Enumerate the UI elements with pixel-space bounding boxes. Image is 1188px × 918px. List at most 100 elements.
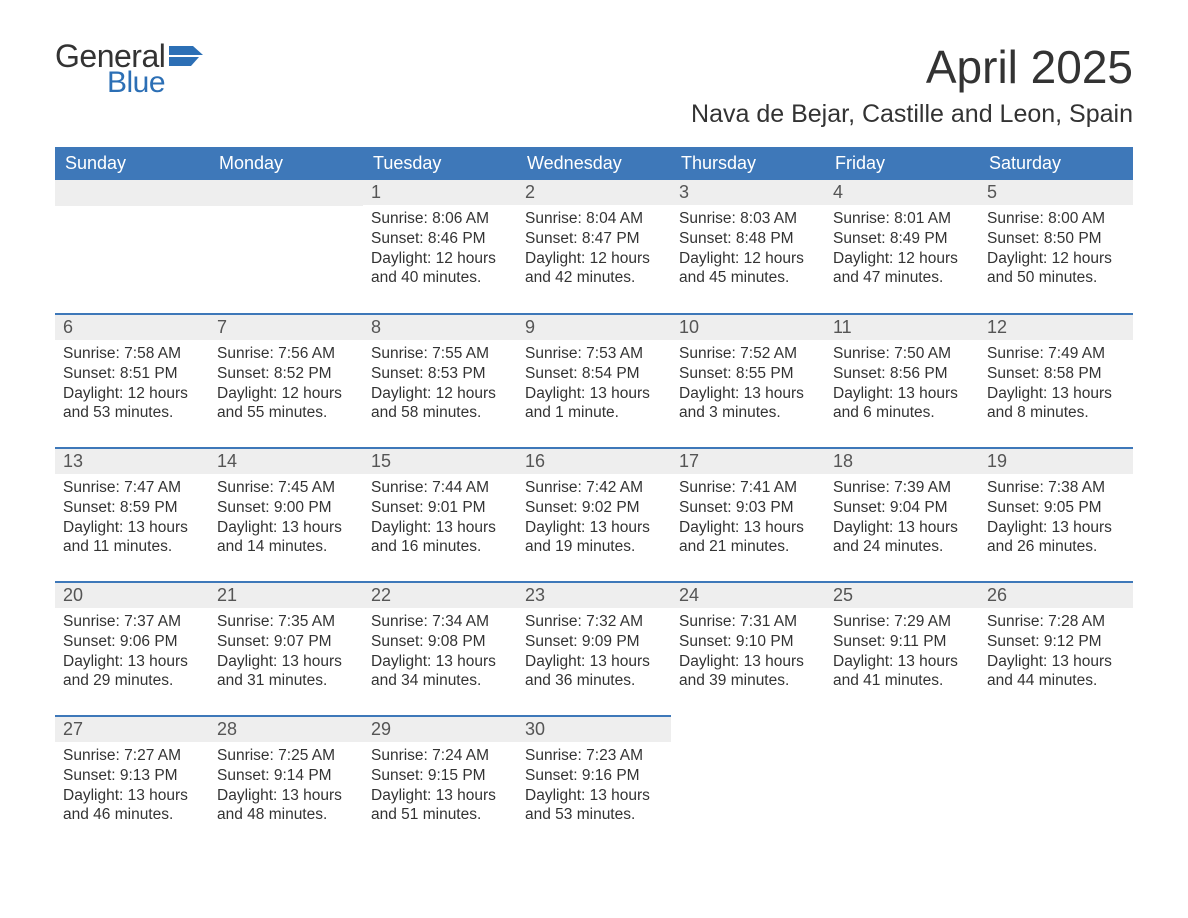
day-body: Sunrise: 7:42 AMSunset: 9:02 PMDaylight:… (517, 474, 671, 565)
day-body: Sunrise: 7:32 AMSunset: 9:09 PMDaylight:… (517, 608, 671, 699)
day-number: 9 (517, 315, 671, 340)
dl1-line: Daylight: 12 hours (679, 249, 817, 269)
day-body: Sunrise: 7:47 AMSunset: 8:59 PMDaylight:… (55, 474, 209, 565)
calendar-cell: 22Sunrise: 7:34 AMSunset: 9:08 PMDayligh… (363, 582, 517, 716)
sunrise-line: Sunrise: 7:44 AM (371, 478, 509, 498)
day-number: 7 (209, 315, 363, 340)
dl1-line: Daylight: 13 hours (525, 786, 663, 806)
calendar-cell: 11Sunrise: 7:50 AMSunset: 8:56 PMDayligh… (825, 314, 979, 448)
dl1-line: Daylight: 13 hours (833, 652, 971, 672)
day-body: Sunrise: 7:39 AMSunset: 9:04 PMDaylight:… (825, 474, 979, 565)
calendar-cell: 29Sunrise: 7:24 AMSunset: 9:15 PMDayligh… (363, 716, 517, 850)
calendar-cell: 24Sunrise: 7:31 AMSunset: 9:10 PMDayligh… (671, 582, 825, 716)
calendar-cell: 6Sunrise: 7:58 AMSunset: 8:51 PMDaylight… (55, 314, 209, 448)
calendar-week-row: 6Sunrise: 7:58 AMSunset: 8:51 PMDaylight… (55, 314, 1133, 448)
day-body: Sunrise: 7:27 AMSunset: 9:13 PMDaylight:… (55, 742, 209, 833)
day-number-empty (209, 180, 363, 206)
sunset-line: Sunset: 9:06 PM (63, 632, 201, 652)
sunset-line: Sunset: 9:14 PM (217, 766, 355, 786)
weekday-header: Tuesday (363, 147, 517, 180)
sunset-line: Sunset: 8:55 PM (679, 364, 817, 384)
day-number: 8 (363, 315, 517, 340)
calendar-cell: 25Sunrise: 7:29 AMSunset: 9:11 PMDayligh… (825, 582, 979, 716)
calendar-cell: 9Sunrise: 7:53 AMSunset: 8:54 PMDaylight… (517, 314, 671, 448)
sunrise-line: Sunrise: 7:56 AM (217, 344, 355, 364)
sunrise-line: Sunrise: 7:41 AM (679, 478, 817, 498)
sunrise-line: Sunrise: 7:42 AM (525, 478, 663, 498)
calendar-cell: 30Sunrise: 7:23 AMSunset: 9:16 PMDayligh… (517, 716, 671, 850)
sunset-line: Sunset: 8:46 PM (371, 229, 509, 249)
dl2-line: and 34 minutes. (371, 671, 509, 691)
sunrise-line: Sunrise: 7:28 AM (987, 612, 1125, 632)
day-number: 15 (363, 449, 517, 474)
weekday-header: Sunday (55, 147, 209, 180)
dl2-line: and 47 minutes. (833, 268, 971, 288)
sunrise-line: Sunrise: 8:04 AM (525, 209, 663, 229)
day-number: 24 (671, 583, 825, 608)
calendar-cell: 7Sunrise: 7:56 AMSunset: 8:52 PMDaylight… (209, 314, 363, 448)
flag-icon (169, 46, 203, 70)
dl1-line: Daylight: 13 hours (679, 652, 817, 672)
dl2-line: and 42 minutes. (525, 268, 663, 288)
sunrise-line: Sunrise: 7:50 AM (833, 344, 971, 364)
dl1-line: Daylight: 12 hours (987, 249, 1125, 269)
calendar-cell: 28Sunrise: 7:25 AMSunset: 9:14 PMDayligh… (209, 716, 363, 850)
calendar-cell: 23Sunrise: 7:32 AMSunset: 9:09 PMDayligh… (517, 582, 671, 716)
day-number: 1 (363, 180, 517, 205)
dl1-line: Daylight: 13 hours (525, 652, 663, 672)
dl2-line: and 58 minutes. (371, 403, 509, 423)
day-body: Sunrise: 7:29 AMSunset: 9:11 PMDaylight:… (825, 608, 979, 699)
dl2-line: and 21 minutes. (679, 537, 817, 557)
day-body: Sunrise: 7:53 AMSunset: 8:54 PMDaylight:… (517, 340, 671, 431)
day-body: Sunrise: 7:52 AMSunset: 8:55 PMDaylight:… (671, 340, 825, 431)
sunset-line: Sunset: 9:11 PM (833, 632, 971, 652)
sunset-line: Sunset: 9:03 PM (679, 498, 817, 518)
calendar-cell (979, 716, 1133, 850)
sunset-line: Sunset: 8:58 PM (987, 364, 1125, 384)
calendar-cell: 26Sunrise: 7:28 AMSunset: 9:12 PMDayligh… (979, 582, 1133, 716)
day-number: 12 (979, 315, 1133, 340)
calendar-cell: 2Sunrise: 8:04 AMSunset: 8:47 PMDaylight… (517, 180, 671, 314)
day-number: 5 (979, 180, 1133, 205)
calendar-cell: 4Sunrise: 8:01 AMSunset: 8:49 PMDaylight… (825, 180, 979, 314)
weekday-header: Thursday (671, 147, 825, 180)
dl2-line: and 46 minutes. (63, 805, 201, 825)
day-body: Sunrise: 7:25 AMSunset: 9:14 PMDaylight:… (209, 742, 363, 833)
sunset-line: Sunset: 9:04 PM (833, 498, 971, 518)
sunset-line: Sunset: 9:08 PM (371, 632, 509, 652)
dl1-line: Daylight: 13 hours (987, 384, 1125, 404)
dl1-line: Daylight: 12 hours (833, 249, 971, 269)
sunrise-line: Sunrise: 8:06 AM (371, 209, 509, 229)
sunset-line: Sunset: 9:16 PM (525, 766, 663, 786)
dl2-line: and 29 minutes. (63, 671, 201, 691)
day-number: 18 (825, 449, 979, 474)
sunset-line: Sunset: 8:51 PM (63, 364, 201, 384)
day-body: Sunrise: 7:58 AMSunset: 8:51 PMDaylight:… (55, 340, 209, 431)
day-body: Sunrise: 8:03 AMSunset: 8:48 PMDaylight:… (671, 205, 825, 296)
day-number: 25 (825, 583, 979, 608)
location-label: Nava de Bejar, Castille and Leon, Spain (691, 100, 1133, 129)
sunrise-line: Sunrise: 7:35 AM (217, 612, 355, 632)
sunrise-line: Sunrise: 7:52 AM (679, 344, 817, 364)
day-number: 23 (517, 583, 671, 608)
day-number: 4 (825, 180, 979, 205)
dl1-line: Daylight: 13 hours (833, 518, 971, 538)
dl1-line: Daylight: 13 hours (525, 518, 663, 538)
calendar-cell: 18Sunrise: 7:39 AMSunset: 9:04 PMDayligh… (825, 448, 979, 582)
sunset-line: Sunset: 8:50 PM (987, 229, 1125, 249)
calendar-cell: 1Sunrise: 8:06 AMSunset: 8:46 PMDaylight… (363, 180, 517, 314)
weekday-header-row: Sunday Monday Tuesday Wednesday Thursday… (55, 147, 1133, 180)
dl1-line: Daylight: 12 hours (525, 249, 663, 269)
dl2-line: and 16 minutes. (371, 537, 509, 557)
day-body: Sunrise: 7:55 AMSunset: 8:53 PMDaylight:… (363, 340, 517, 431)
day-body: Sunrise: 7:49 AMSunset: 8:58 PMDaylight:… (979, 340, 1133, 431)
sunrise-line: Sunrise: 7:47 AM (63, 478, 201, 498)
dl1-line: Daylight: 13 hours (63, 786, 201, 806)
dl1-line: Daylight: 13 hours (987, 652, 1125, 672)
dl2-line: and 41 minutes. (833, 671, 971, 691)
calendar-cell: 17Sunrise: 7:41 AMSunset: 9:03 PMDayligh… (671, 448, 825, 582)
dl2-line: and 26 minutes. (987, 537, 1125, 557)
dl1-line: Daylight: 13 hours (833, 384, 971, 404)
day-body: Sunrise: 8:06 AMSunset: 8:46 PMDaylight:… (363, 205, 517, 296)
day-number: 13 (55, 449, 209, 474)
